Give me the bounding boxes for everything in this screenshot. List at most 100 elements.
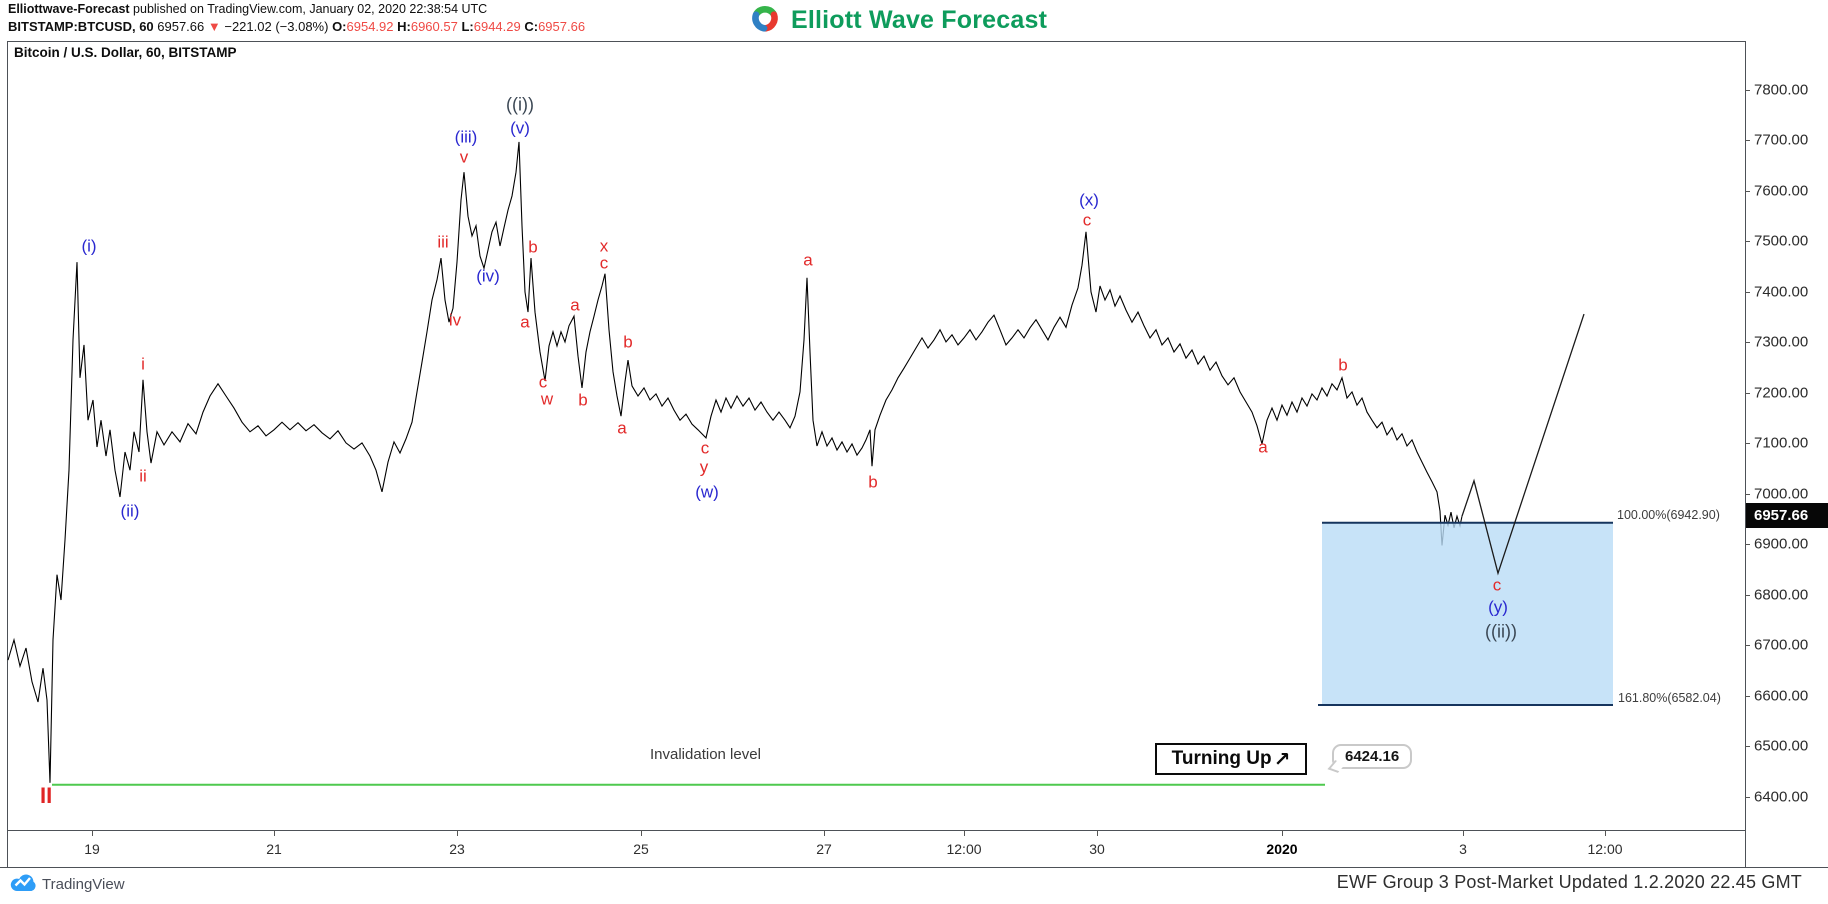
wave-label-c: c bbox=[700, 438, 710, 458]
time-tick-mark bbox=[274, 830, 275, 836]
wave-label-a: a bbox=[520, 312, 530, 332]
header-left: Elliottwave-Forecast published on Tradin… bbox=[8, 2, 585, 34]
price-tick-mark bbox=[1745, 190, 1750, 192]
time-tick-mark bbox=[824, 830, 825, 836]
time-tick-12:00: 12:00 bbox=[946, 841, 982, 857]
price-tick-7300: 7300.00 bbox=[1754, 333, 1809, 351]
wave-label-w: w bbox=[540, 389, 554, 409]
wave-label-a: a bbox=[1258, 437, 1268, 457]
price-tick-mark bbox=[1745, 291, 1750, 293]
wave-label-v: v bbox=[459, 147, 469, 167]
price-tick-mark bbox=[1745, 796, 1750, 798]
wave-label-iv: iv bbox=[448, 310, 462, 330]
price-tick-mark bbox=[1745, 443, 1750, 445]
quote-part: 6944.29 bbox=[473, 19, 525, 34]
time-tick-mark bbox=[1282, 830, 1283, 836]
wave-label-a: a bbox=[803, 250, 813, 270]
wave-label-b: b bbox=[528, 237, 538, 257]
chart-border-left bbox=[7, 41, 8, 867]
price-tick-mark bbox=[1745, 241, 1750, 243]
tradingview-logo-icon bbox=[10, 872, 36, 897]
wave-label-c: c bbox=[538, 372, 548, 392]
tradingview-brand[interactable]: TradingView bbox=[10, 872, 125, 897]
time-tick-19: 19 bbox=[84, 841, 100, 857]
wave-II-label: II bbox=[40, 783, 53, 808]
footer-note: EWF Group 3 Post-Market Updated 1.2.2020… bbox=[1336, 872, 1802, 892]
wave-label-w: (w) bbox=[695, 482, 719, 502]
wave-label-b: b bbox=[623, 332, 633, 352]
time-tick-mark bbox=[1463, 830, 1464, 836]
wave-label-v: (v) bbox=[510, 118, 530, 138]
price-tick-7400: 7400.00 bbox=[1754, 283, 1809, 301]
wave-label-y: y bbox=[699, 457, 709, 477]
price-series bbox=[7, 141, 1463, 783]
time-tick-3: 3 bbox=[1459, 841, 1467, 857]
price-tick-6900: 6900.00 bbox=[1754, 535, 1809, 553]
price-tick-mark bbox=[1745, 392, 1750, 394]
wave-label-b: b bbox=[1338, 355, 1348, 375]
price-tick-6700: 6700.00 bbox=[1754, 636, 1809, 654]
price-tick-mark bbox=[1745, 695, 1750, 697]
author-name: Elliottwave-Forecast bbox=[8, 2, 130, 16]
ewf-logo-icon bbox=[748, 1, 782, 40]
wave-label-a: a bbox=[617, 418, 627, 438]
wave-label-iii: iii bbox=[437, 232, 449, 252]
last-price-tag: 6957.66 bbox=[1746, 502, 1828, 528]
fib-161-label: 161.80%(6582.04) bbox=[1618, 691, 1721, 706]
turning-up-text: Turning Up bbox=[1171, 748, 1272, 769]
price-tick-mark bbox=[1745, 645, 1750, 647]
price-tick-6800: 6800.00 bbox=[1754, 586, 1809, 604]
up-arrow-icon: ↗ bbox=[1273, 748, 1291, 771]
wave-label-iv: (iv) bbox=[476, 266, 500, 286]
price-tick-mark bbox=[1745, 493, 1750, 495]
price-tick-mark bbox=[1745, 140, 1750, 142]
wave-label-ii: ((ii)) bbox=[1485, 621, 1517, 642]
price-tick-7600: 7600.00 bbox=[1754, 182, 1809, 200]
price-tick-mark bbox=[1745, 594, 1750, 596]
quote-part: L: bbox=[461, 19, 474, 34]
quote-part: −221.02 (−3.08%) bbox=[224, 19, 333, 34]
turning-up-callout[interactable]: Turning Up ↗ bbox=[1155, 743, 1307, 775]
time-tick-mark bbox=[1097, 830, 1098, 836]
quote-part: ▼ bbox=[207, 19, 225, 34]
quote-part: 6957.66 bbox=[157, 19, 208, 34]
price-tick-6500: 6500.00 bbox=[1754, 737, 1809, 755]
chart-title: Bitcoin / U.S. Dollar, 60, BITSTAMP bbox=[14, 45, 237, 60]
price-axis-border bbox=[1745, 41, 1746, 867]
invalidation-level-label: Invalidation level bbox=[650, 746, 761, 763]
symbol-quote-line: BITSTAMP:BTCUSD, 60 6957.66 ▼ −221.02 (−… bbox=[8, 19, 585, 34]
time-tick-23: 23 bbox=[449, 841, 465, 857]
time-tick-mark bbox=[457, 830, 458, 836]
price-tick-7200: 7200.00 bbox=[1754, 384, 1809, 402]
price-tick-mark bbox=[1745, 89, 1750, 91]
quote-part: C: bbox=[524, 19, 539, 34]
wave-label-c: c bbox=[599, 253, 609, 273]
publish-line: Elliottwave-Forecast published on Tradin… bbox=[8, 2, 585, 17]
wave-label-i: ((i)) bbox=[506, 94, 534, 115]
projection-path bbox=[1461, 313, 1585, 576]
wave-label-a: a bbox=[570, 295, 580, 315]
chart-border-top bbox=[7, 41, 1745, 42]
wave-label-i: (i) bbox=[81, 236, 97, 256]
wave-label-x: (x) bbox=[1079, 190, 1099, 210]
chart-border-bottom bbox=[7, 830, 1746, 831]
wave-label-x: x bbox=[599, 236, 609, 256]
price-tick-mark bbox=[1745, 544, 1750, 546]
publish-info: published on TradingView.com, January 02… bbox=[129, 2, 488, 16]
quote-part: BITSTAMP:BTCUSD, 60 bbox=[8, 19, 158, 34]
time-tick-mark bbox=[641, 830, 642, 836]
quote-part: 6954.92 bbox=[346, 19, 398, 34]
wave-label-ii: ii bbox=[139, 466, 147, 486]
quote-part: H: bbox=[397, 19, 411, 34]
time-tick-mark bbox=[964, 830, 965, 836]
invalidation-price-flag[interactable]: 6424.16 bbox=[1332, 744, 1413, 769]
fib-100-label: 100.00%(6942.90) bbox=[1617, 507, 1720, 522]
quote-part: 6960.57 bbox=[410, 19, 462, 34]
time-tick-25: 25 bbox=[633, 841, 649, 857]
time-tick-21: 21 bbox=[266, 841, 282, 857]
time-axis-border bbox=[0, 867, 1828, 868]
ewf-brand-name: Elliott Wave Forecast bbox=[791, 6, 1048, 34]
price-tick-7700: 7700.00 bbox=[1754, 131, 1809, 149]
price-tick-7500: 7500.00 bbox=[1754, 232, 1809, 250]
